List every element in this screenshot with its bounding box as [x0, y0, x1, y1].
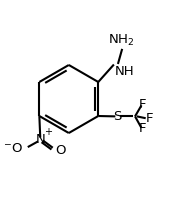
Text: F: F: [139, 122, 146, 135]
Text: $^{-}$O: $^{-}$O: [3, 142, 23, 155]
Text: S: S: [113, 110, 122, 123]
Text: NH$_2$: NH$_2$: [108, 33, 134, 48]
Text: N: N: [35, 133, 45, 146]
Text: F: F: [146, 112, 153, 125]
Text: O: O: [55, 144, 66, 157]
Text: F: F: [139, 98, 146, 111]
Text: NH: NH: [114, 66, 134, 78]
Text: +: +: [44, 127, 52, 137]
